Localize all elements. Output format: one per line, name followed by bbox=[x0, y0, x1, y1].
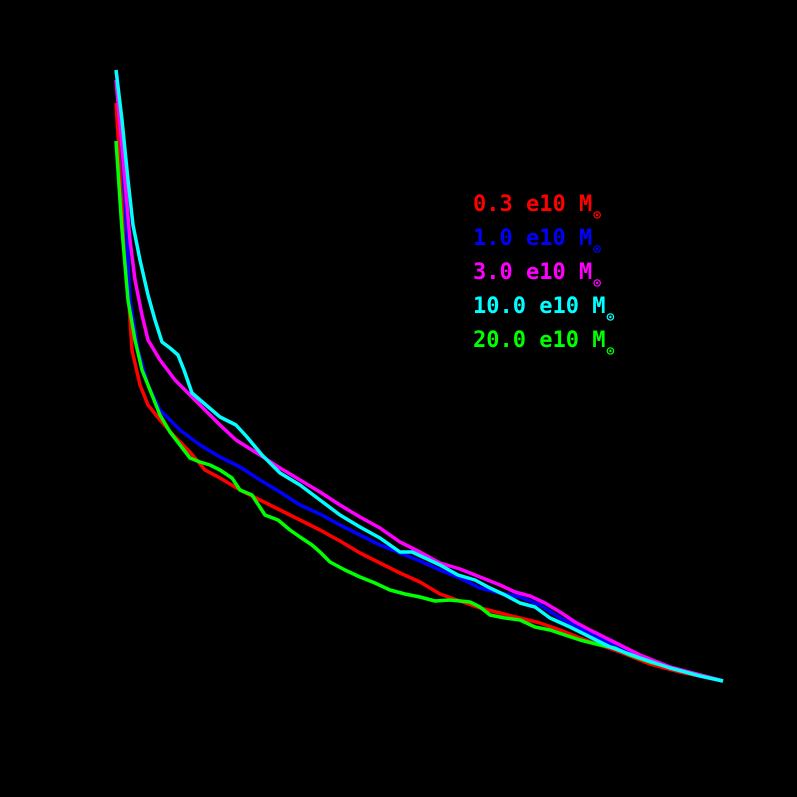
series-line-3-0e10 bbox=[114, 79, 724, 683]
legend-entry-3-0e10: 3.0 e10 M⊙ bbox=[473, 256, 614, 291]
series-line-20-0e10 bbox=[114, 140, 724, 683]
solar-mass-symbol: ⊙ bbox=[606, 344, 615, 359]
legend-entry-0-3e10: 0.3 e10 M⊙ bbox=[473, 188, 614, 223]
solar-mass-symbol: ⊙ bbox=[593, 242, 602, 257]
legend-label: 1.0 e10 M bbox=[473, 226, 593, 251]
chart-legend: 0.3 e10 M⊙ 1.0 e10 M⊙ 3.0 e10 M⊙ 10.0 e1… bbox=[473, 188, 615, 359]
legend-entry-10-0e10: 10.0 e10 M⊙ bbox=[473, 290, 615, 325]
legend-label: 0.3 e10 M bbox=[473, 192, 593, 217]
legend-label: 20.0 e10 M bbox=[473, 328, 606, 353]
solar-mass-symbol: ⊙ bbox=[593, 276, 602, 291]
solar-mass-symbol: ⊙ bbox=[593, 208, 602, 223]
solar-mass-symbol: ⊙ bbox=[606, 310, 615, 325]
legend-label: 3.0 e10 M bbox=[473, 260, 593, 285]
legend-entry-20-0e10: 20.0 e10 M⊙ bbox=[473, 324, 615, 359]
legend-entry-1-0e10: 1.0 e10 M⊙ bbox=[473, 222, 614, 257]
series-line-10-0e10 bbox=[114, 69, 724, 683]
series-line-1-0e10 bbox=[115, 74, 724, 683]
series-layer bbox=[114, 69, 724, 683]
legend-label: 10.0 e10 M bbox=[473, 294, 606, 319]
